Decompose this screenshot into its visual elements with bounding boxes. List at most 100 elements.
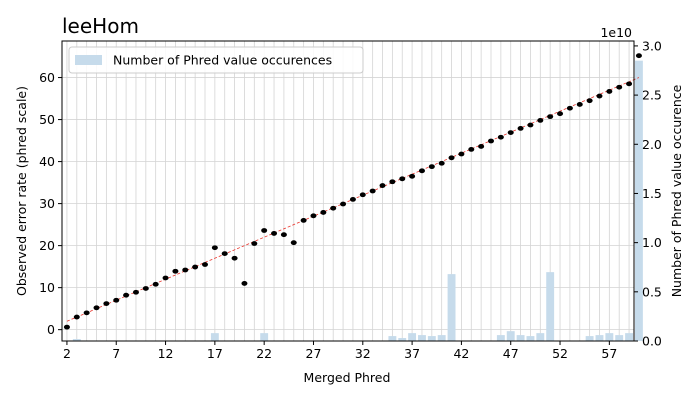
x-tick-label: 22 [256, 346, 272, 361]
data-point [399, 176, 406, 182]
grid-layer [62, 41, 634, 341]
legend-box [68, 46, 364, 74]
data-point [458, 151, 465, 157]
chart-title: leeHom [62, 14, 139, 38]
y-tick-label: 20 [39, 238, 55, 253]
data-point [330, 205, 337, 211]
data-point [142, 286, 149, 291]
x-axis: 2 7 12 17 22 27 32 37 42 47 52 57 [63, 341, 617, 361]
legend-swatch [75, 55, 102, 65]
data-point [73, 314, 80, 320]
y2-tick-label: 1.0 [642, 235, 662, 250]
data-point [616, 84, 623, 90]
data-point [586, 98, 593, 104]
data-point [251, 241, 258, 246]
data-point [547, 114, 554, 120]
data-point [221, 251, 228, 257]
y-tick-label: 40 [39, 154, 55, 169]
y2-tick-label: 2.0 [642, 137, 662, 152]
data-point [123, 292, 130, 298]
bar [526, 336, 535, 341]
bar [516, 335, 525, 341]
data-point [290, 240, 297, 246]
data-point [261, 228, 268, 233]
legend: Number of Phred value occurences [68, 46, 364, 74]
data-point [389, 179, 396, 185]
data-point [418, 168, 425, 174]
data-point [359, 192, 366, 198]
data-point [310, 213, 317, 219]
plot-frame [61, 40, 635, 342]
x-tick-label: 57 [601, 346, 617, 361]
data-point [320, 210, 327, 215]
x-tick-label: 17 [207, 346, 223, 361]
data-point [379, 183, 386, 188]
data-point [369, 188, 376, 194]
points-layer [63, 53, 642, 330]
x-axis-label: Merged Phred [304, 370, 391, 385]
bar [625, 333, 634, 341]
y2-tick-label: 0.0 [642, 334, 662, 349]
x-tick-label: 12 [158, 346, 174, 361]
bar [260, 333, 269, 341]
y-tick-label: 50 [39, 112, 55, 127]
data-point [349, 197, 356, 202]
y2-offset-text: 1e10 [600, 25, 632, 40]
data-point [103, 301, 110, 307]
data-point [241, 281, 248, 286]
data-point [576, 102, 583, 107]
data-point [507, 130, 514, 135]
data-point [517, 125, 524, 131]
data-point [468, 147, 475, 152]
y2-tick-label: 0.5 [642, 284, 662, 299]
data-point [635, 53, 642, 59]
data-point [152, 281, 159, 287]
bar [595, 335, 604, 341]
data-point [132, 289, 139, 295]
y-axis-left: 0 10 20 30 40 50 60 [39, 70, 62, 337]
data-point [537, 118, 544, 123]
bar [634, 60, 643, 342]
data-point [428, 164, 435, 170]
bar [447, 274, 456, 341]
data-point [626, 81, 633, 87]
y2-tick-label: 3.0 [642, 38, 662, 53]
x-tick-label: 37 [404, 346, 420, 361]
bar [398, 338, 407, 341]
data-point [113, 297, 120, 303]
x-tick-label: 27 [306, 346, 322, 361]
x-tick-label: 2 [63, 346, 71, 361]
bar [605, 333, 614, 341]
y-tick-label: 10 [39, 280, 55, 295]
data-point [438, 160, 445, 166]
data-point [300, 218, 307, 223]
data-point [83, 310, 90, 316]
data-point [566, 105, 573, 111]
data-point [596, 93, 603, 99]
bar [546, 272, 555, 341]
bar [496, 335, 505, 341]
x-tick-label: 52 [552, 346, 568, 361]
x-tick-label: 42 [453, 346, 469, 361]
data-point [497, 134, 504, 140]
data-point [606, 89, 613, 94]
data-point [527, 122, 534, 128]
legend-label: Number of Phred value occurences [113, 53, 332, 68]
bar [585, 336, 594, 341]
data-point [162, 275, 169, 281]
data-point [478, 144, 485, 149]
x-tick-label: 32 [355, 346, 371, 361]
y-axis-right: 0.0 0.5 1.0 1.5 2.0 2.5 3.0 [634, 38, 662, 349]
data-point [280, 232, 287, 238]
data-point [488, 138, 494, 144]
x-tick-label: 47 [503, 346, 519, 361]
bar [427, 336, 436, 341]
data-point [557, 111, 564, 117]
y-tick-label: 60 [39, 70, 55, 85]
data-point [63, 324, 70, 330]
data-point [192, 264, 199, 270]
y2-tick-label: 2.5 [642, 88, 662, 103]
y-tick-label: 30 [39, 196, 55, 211]
